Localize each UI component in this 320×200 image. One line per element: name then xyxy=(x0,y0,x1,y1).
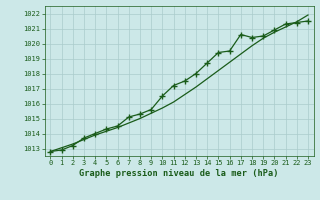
X-axis label: Graphe pression niveau de la mer (hPa): Graphe pression niveau de la mer (hPa) xyxy=(79,169,279,178)
